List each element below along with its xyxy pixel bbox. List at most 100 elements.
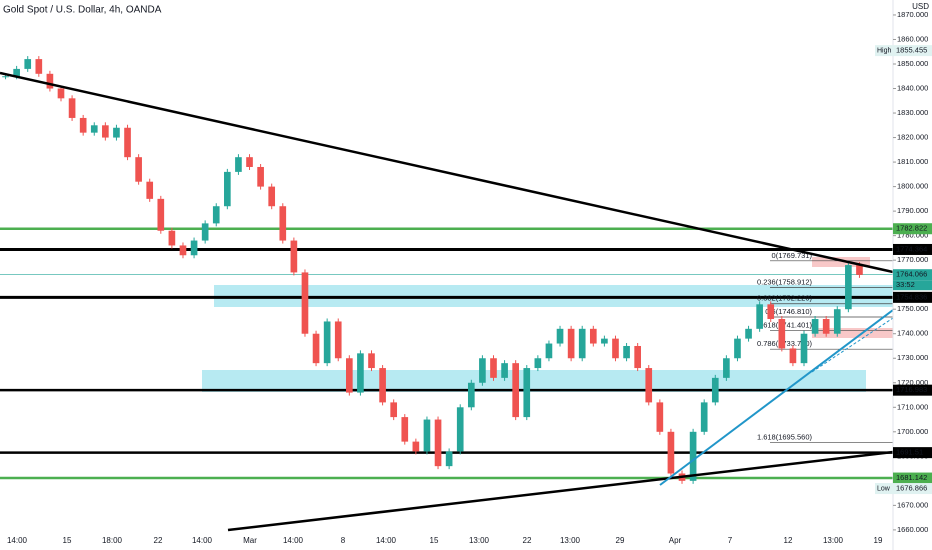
level-name-box (875, 483, 893, 495)
candle (589, 328, 597, 344)
y-tick-label: 1870.000 (897, 10, 928, 19)
candle (301, 272, 309, 334)
candle (346, 358, 353, 393)
candle (545, 343, 553, 359)
candle (634, 345, 641, 369)
y-tick-label: 1800.000 (897, 182, 928, 191)
candle (789, 348, 797, 364)
candle (734, 338, 741, 359)
candle (57, 88, 65, 99)
x-tick-label: 19 (874, 536, 883, 545)
zone (812, 257, 870, 267)
x-tick-label: 14:00 (7, 536, 28, 545)
candle (833, 309, 841, 334)
y-tick-label: 1770.000 (897, 255, 928, 264)
fib-label: 0.5(1746.810) (765, 307, 812, 316)
level-box (893, 291, 932, 303)
level-box (893, 472, 932, 484)
candle (467, 382, 475, 408)
candle (212, 206, 220, 224)
candle (667, 431, 675, 474)
candle (334, 321, 342, 359)
candle (689, 431, 697, 481)
candle (235, 157, 242, 172)
candle (534, 358, 542, 369)
candle (368, 353, 375, 369)
y-tick-label: 1840.000 (897, 84, 928, 93)
candle (90, 125, 98, 133)
candle (24, 59, 32, 69)
x-tick-label: 7 (728, 536, 733, 545)
trendline (659, 309, 894, 486)
level-box (893, 45, 932, 57)
trendline (227, 450, 894, 532)
level-box (893, 384, 932, 396)
candle (201, 223, 209, 241)
candle (822, 319, 830, 334)
x-tick-label: 8 (341, 536, 346, 545)
level-label: 1676.866 (896, 484, 927, 493)
candle (745, 328, 752, 339)
candle (290, 240, 298, 273)
candle (268, 186, 276, 207)
candle (845, 265, 852, 310)
candle (811, 319, 819, 334)
x-tick-label: 22 (523, 536, 532, 545)
candle (179, 245, 187, 256)
currency: USD (912, 2, 929, 11)
candle (767, 304, 775, 320)
y-tick-label: 1700.000 (897, 427, 928, 436)
x-tick-label: 14:00 (283, 536, 304, 545)
x-tick-label: 29 (616, 536, 625, 545)
candle (711, 377, 719, 403)
level-box (893, 223, 932, 235)
candle (323, 321, 331, 364)
level-label: 1754.836 (896, 292, 927, 301)
candle (479, 358, 486, 383)
candle (412, 441, 420, 452)
candle (246, 157, 253, 167)
candle (523, 368, 531, 418)
fib-label: 0.382(1752.220) (757, 294, 813, 303)
candle (2, 76, 9, 78)
candle (35, 59, 43, 74)
y-tick-label: 1810.000 (897, 157, 928, 166)
candle (113, 127, 120, 138)
candle (102, 125, 109, 138)
zone (202, 370, 866, 392)
y-tick-label: 1830.000 (897, 108, 928, 117)
candle (778, 319, 786, 349)
y-tick-label: 1790.000 (897, 206, 928, 215)
y-tick-label: 1710.000 (897, 402, 928, 411)
candle (756, 304, 763, 329)
x-tick-label: Mar (243, 536, 257, 545)
countdown-box (893, 280, 932, 291)
level-box (893, 243, 932, 255)
level-label: 1782.822 (896, 224, 927, 233)
x-tick-label: 18:00 (102, 536, 123, 545)
zone (812, 328, 893, 338)
candle (490, 358, 497, 378)
candle (612, 338, 619, 359)
y-tick-label: 1730.000 (897, 353, 928, 362)
candle (146, 181, 154, 199)
x-tick-label: 13:00 (823, 536, 844, 545)
level-name-box (875, 45, 893, 57)
candle (135, 157, 142, 182)
level-label: 1774.364 (896, 244, 927, 253)
y-tick-label: 1820.000 (897, 133, 928, 142)
level-name: Low (877, 485, 891, 492)
x-tick-label: 15 (63, 536, 72, 545)
candle (578, 328, 586, 359)
candle (279, 206, 287, 241)
y-tick-label: 1850.000 (897, 59, 928, 68)
level-label: 1855.455 (896, 46, 927, 55)
level-box (893, 483, 932, 495)
candle (423, 419, 431, 452)
candle (68, 98, 76, 118)
candle (46, 73, 54, 89)
candle (567, 328, 575, 359)
candle (645, 368, 653, 403)
candle (157, 198, 165, 231)
trendline (811, 317, 894, 373)
